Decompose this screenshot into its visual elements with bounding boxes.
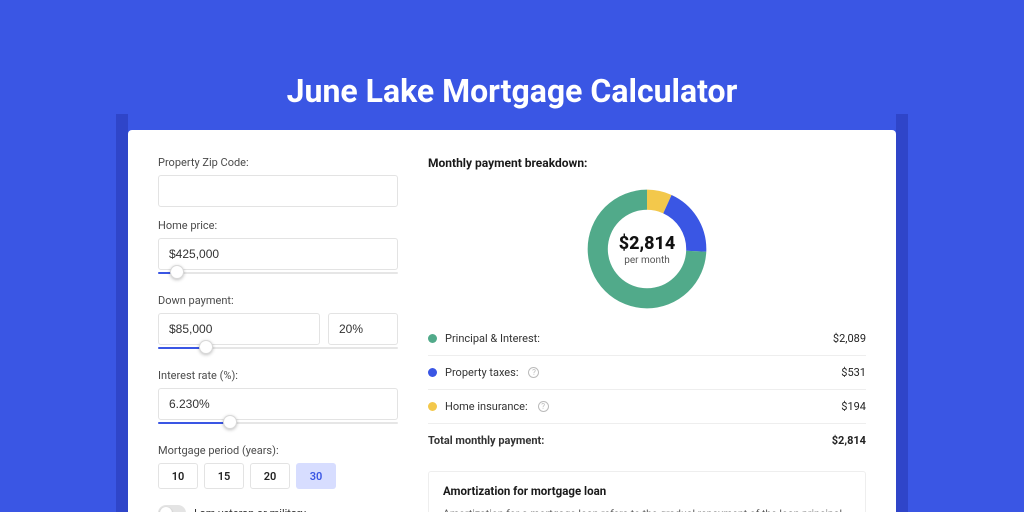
period-options: 10152030 bbox=[158, 463, 398, 489]
interest-label: Interest rate (%): bbox=[158, 369, 398, 382]
period-label: Mortgage period (years): bbox=[158, 444, 398, 457]
legend-dot bbox=[428, 334, 437, 343]
legend-total-row: Total monthly payment: $2,814 bbox=[428, 423, 866, 457]
veteran-label: I am veteran or military bbox=[194, 507, 306, 512]
page-title: June Lake Mortgage Calculator bbox=[0, 72, 1024, 110]
donut-chart-wrap: $2,814 per month bbox=[428, 184, 866, 314]
info-icon[interactable]: ? bbox=[538, 401, 549, 412]
legend-value: $2,089 bbox=[833, 332, 866, 345]
donut-chart: $2,814 per month bbox=[582, 184, 712, 314]
legend-row: Home insurance:? $194 bbox=[428, 389, 866, 423]
legend-row: Property taxes:? $531 bbox=[428, 355, 866, 389]
veteran-row: I am veteran or military bbox=[158, 505, 398, 512]
legend: Principal & Interest: $2,089 Property taxe… bbox=[428, 332, 866, 457]
legend-total-value: $2,814 bbox=[832, 434, 866, 447]
legend-name: Home insurance: bbox=[445, 400, 528, 413]
zip-input[interactable] bbox=[158, 175, 398, 207]
info-icon[interactable]: ? bbox=[528, 367, 539, 378]
field-down-payment: Down payment: bbox=[158, 294, 398, 357]
field-interest: Interest rate (%): bbox=[158, 369, 398, 432]
breakdown-column: Monthly payment breakdown: $2,814 per mo… bbox=[428, 156, 866, 512]
period-option-10[interactable]: 10 bbox=[158, 463, 198, 489]
card-shadow-right bbox=[896, 114, 908, 512]
legend-value: $194 bbox=[841, 400, 866, 413]
interest-slider[interactable] bbox=[158, 418, 398, 432]
legend-total-name: Total monthly payment: bbox=[428, 434, 544, 447]
amortization-text: Amortization for a mortgage loan refers … bbox=[443, 506, 851, 512]
inputs-column: Property Zip Code: Home price: Down paym… bbox=[158, 156, 398, 512]
legend-value: $531 bbox=[841, 366, 866, 379]
interest-input[interactable] bbox=[158, 388, 398, 420]
slider-track bbox=[158, 272, 398, 274]
legend-row: Principal & Interest: $2,089 bbox=[428, 332, 866, 355]
amortization-title: Amortization for mortgage loan bbox=[443, 484, 851, 498]
slider-thumb[interactable] bbox=[223, 415, 237, 429]
donut-center: $2,814 per month bbox=[582, 184, 712, 314]
legend-dot bbox=[428, 368, 437, 377]
down-payment-slider[interactable] bbox=[158, 343, 398, 357]
down-payment-percent-input[interactable] bbox=[328, 313, 398, 345]
legend-name: Property taxes: bbox=[445, 366, 518, 379]
field-home-price: Home price: bbox=[158, 219, 398, 282]
period-option-20[interactable]: 20 bbox=[250, 463, 290, 489]
veteran-toggle[interactable] bbox=[158, 505, 186, 512]
card-shadow-left bbox=[116, 114, 128, 512]
donut-sub: per month bbox=[624, 255, 670, 266]
slider-fill bbox=[158, 422, 230, 424]
donut-amount: $2,814 bbox=[619, 233, 676, 254]
breakdown-title: Monthly payment breakdown: bbox=[428, 156, 866, 170]
home-price-label: Home price: bbox=[158, 219, 398, 232]
home-price-slider[interactable] bbox=[158, 268, 398, 282]
period-option-15[interactable]: 15 bbox=[204, 463, 244, 489]
down-payment-label: Down payment: bbox=[158, 294, 398, 307]
period-option-30[interactable]: 30 bbox=[296, 463, 336, 489]
zip-label: Property Zip Code: bbox=[158, 156, 398, 169]
toggle-knob bbox=[160, 507, 172, 512]
calculator-card: Property Zip Code: Home price: Down paym… bbox=[128, 130, 896, 512]
field-zip: Property Zip Code: bbox=[158, 156, 398, 207]
slider-thumb[interactable] bbox=[170, 265, 184, 279]
home-price-input[interactable] bbox=[158, 238, 398, 270]
down-payment-amount-input[interactable] bbox=[158, 313, 320, 345]
amortization-box: Amortization for mortgage loan Amortizat… bbox=[428, 471, 866, 512]
field-period: Mortgage period (years): 10152030 bbox=[158, 444, 398, 489]
legend-name: Principal & Interest: bbox=[445, 332, 540, 345]
page-root: June Lake Mortgage Calculator Property Z… bbox=[0, 0, 1024, 512]
slider-thumb[interactable] bbox=[199, 340, 213, 354]
legend-dot bbox=[428, 402, 437, 411]
